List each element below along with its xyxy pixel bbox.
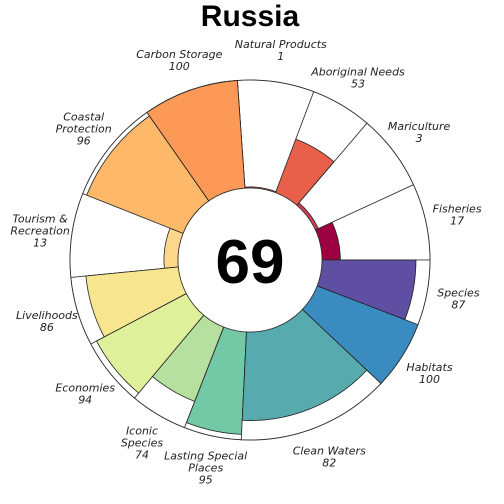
label-mariculture: Mariculture 3 [388,120,451,145]
label-species: Species 87 [437,287,480,312]
label-tourism-recreation: Tourism & Recreation 13 [10,212,70,249]
score-natural-products: 1 [277,50,284,63]
label-natural-products: Natural Products 1 [235,38,327,63]
name-aboriginal-needs: Aboriginal Needs [310,66,405,79]
name-economies: Economies [55,381,115,394]
name-iconic-species: Species [121,436,164,449]
name-natural-products: Natural Products [235,38,327,51]
name-coastal-protection: Coastal [63,111,104,124]
name-iconic-species: Iconic [126,424,158,437]
label-lasting-special-places: Lasting Special Places 95 [164,449,247,486]
name-habitats: Habitats [406,361,452,374]
name-livelihoods: Livelihoods [16,309,78,322]
segment-labels: Fisheries 17 Mariculture 3 Aboriginal Needs 5… [10,38,482,486]
score-livelihoods: 86 [40,321,54,334]
score-iconic-species: 74 [135,448,149,461]
label-coastal-protection: Coastal Protection 96 [56,111,112,148]
name-mariculture: Mariculture [388,120,451,133]
name-tourism-recreation: Tourism & [13,212,69,225]
petals [69,79,431,441]
score-coastal-protection: 96 [77,135,91,148]
name-species: Species [437,287,480,300]
score-mariculture: 3 [416,132,423,145]
score-tourism-recreation: 13 [33,236,47,249]
label-aboriginal-needs: Aboriginal Needs 53 [310,66,405,91]
score-species: 87 [451,299,465,312]
label-livelihoods: Livelihoods 86 [16,309,78,334]
name-clean-waters: Clean Waters [293,445,366,458]
center-score: 69 [216,228,285,297]
score-lasting-special-places: 95 [199,473,213,486]
name-fisheries: Fisheries [433,203,482,216]
score-carbon-storage: 100 [169,60,190,73]
label-economies: Economies 94 [55,381,115,406]
score-aboriginal-needs: 53 [351,78,365,91]
name-carbon-storage: Carbon Storage [136,48,222,61]
center-hole [177,187,323,333]
label-clean-waters: Clean Waters 82 [293,445,366,470]
label-fisheries: Fisheries 17 [433,203,482,228]
chart-title: Russia [201,0,300,33]
name-coastal-protection: Protection [56,123,112,136]
label-carbon-storage: Carbon Storage 100 [136,48,222,73]
name-lasting-special-places: Places [188,461,223,474]
score-economies: 94 [78,393,92,406]
outer-ring [69,79,431,441]
label-habitats: Habitats 100 [406,361,452,386]
name-tourism-recreation: Recreation [10,224,70,237]
label-iconic-species: Iconic Species 74 [121,424,164,461]
score-clean-waters: 82 [322,457,336,470]
score-habitats: 100 [419,373,440,386]
score-fisheries: 17 [450,215,464,228]
name-lasting-special-places: Lasting Special [164,449,247,462]
